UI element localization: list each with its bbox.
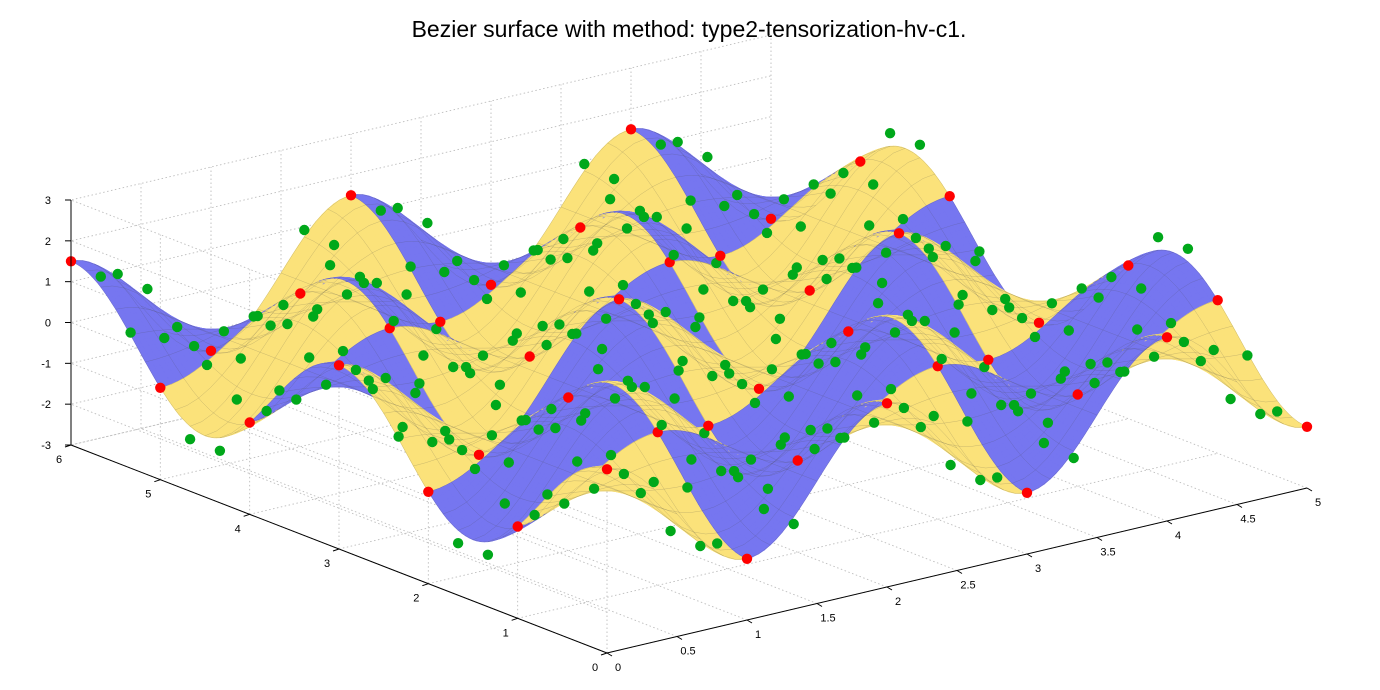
surface-patches: [69, 128, 1309, 560]
chart-title: Bezier surface with method: type2-tensor…: [412, 16, 967, 42]
